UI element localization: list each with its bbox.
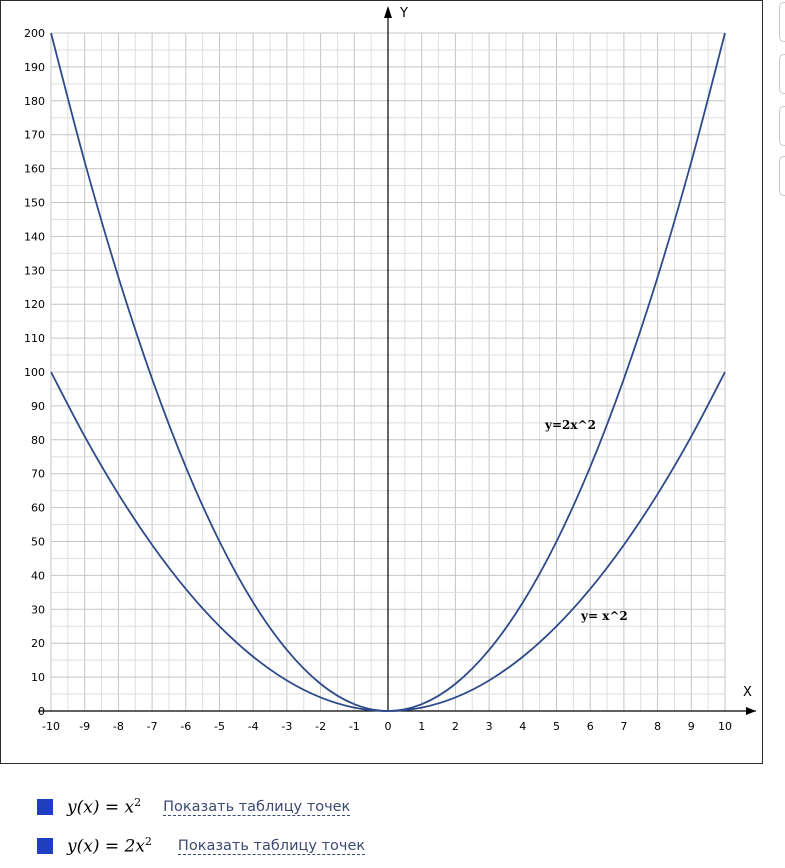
- y-tick-label: 180: [24, 95, 45, 108]
- y-tick-label: 140: [24, 230, 45, 243]
- y-tick-label: 40: [31, 569, 45, 582]
- y-tick-label: 170: [24, 129, 45, 142]
- series-line-2x2: [50, 32, 726, 712]
- function-formula: y(x) = x2: [67, 796, 142, 818]
- y-tick-label: 150: [24, 197, 45, 210]
- x-tick-label: -10: [42, 720, 60, 733]
- y-axis-arrow: [384, 6, 392, 18]
- x-tick-label: -3: [281, 720, 292, 733]
- x-tick-label: -2: [315, 720, 326, 733]
- y-tick-label: 90: [31, 400, 45, 413]
- x-tick-label: -8: [113, 720, 124, 733]
- x-tick-label: -9: [79, 720, 90, 733]
- legend-item-2x2: y(x) = 2x2 Показать таблицу точек: [37, 834, 366, 858]
- show-points-table-link[interactable]: Показать таблицу точек: [163, 798, 351, 816]
- curve-label-x2: y= x^2: [580, 609, 628, 623]
- x-tick-label: 2: [452, 720, 459, 733]
- plot-frame: [0, 0, 763, 764]
- y-tick-label: 200: [24, 27, 45, 40]
- y-tick-label: 190: [24, 61, 45, 74]
- show-points-table-link[interactable]: Показать таблицу точек: [177, 837, 366, 855]
- y-tick-label: 120: [24, 298, 45, 311]
- x-tick-label: 9: [688, 720, 695, 733]
- side-tab[interactable]: [779, 54, 785, 94]
- y-tick-label: 130: [24, 264, 45, 277]
- y-tick-label: 50: [31, 536, 45, 549]
- y-tick-label: 80: [31, 434, 45, 447]
- y-tick-label: 10: [31, 671, 45, 684]
- side-tab[interactable]: [779, 156, 785, 196]
- x-tick-label: 0: [385, 720, 392, 733]
- y-tick-label: 20: [31, 637, 45, 650]
- y-tick-label: 160: [24, 163, 45, 176]
- y-tick-label: 60: [31, 502, 45, 515]
- y-tick-label: 30: [31, 603, 45, 616]
- side-tab[interactable]: [779, 2, 785, 42]
- curve-label-2x2: y=2x^2: [544, 418, 596, 432]
- x-axis-arrow: [746, 707, 756, 715]
- x-tick-label: 5: [553, 720, 560, 733]
- x-tick-label: -6: [180, 720, 191, 733]
- y-tick-label: 70: [31, 468, 45, 481]
- x-tick-label: -5: [214, 720, 225, 733]
- x-tick-label: -1: [349, 720, 360, 733]
- x-tick-label: 10: [718, 720, 732, 733]
- side-tab[interactable]: [779, 106, 785, 146]
- grid: [50, 32, 726, 712]
- x-tick-label: -4: [248, 720, 259, 733]
- series-color-swatch: [37, 838, 53, 854]
- x-axis-label: X: [743, 685, 752, 700]
- legend-item-x2: y(x) = x2 Показать таблицу точек: [37, 795, 351, 819]
- y-tick-label: 100: [24, 366, 45, 379]
- x-tick-label: 7: [620, 720, 627, 733]
- y-tick-label: 110: [24, 332, 45, 345]
- x-tick-label: 4: [519, 720, 526, 733]
- chart: -10 -9 -8 -7 -6 -5 -4 -3 -2 -1 0 1 2 3 4 5 6 7 8 9 100102030…: [24, 6, 756, 733]
- x-tick-label: 1: [418, 720, 425, 733]
- x-tick-label: -7: [147, 720, 158, 733]
- y-axis-label: Y: [399, 6, 408, 21]
- series: [50, 32, 726, 712]
- x-tick-label: 6: [587, 720, 594, 733]
- x-tick-label: 3: [486, 720, 493, 733]
- x-tick-label: 8: [654, 720, 661, 733]
- tick-labels: -10 -9 -8 -7 -6 -5 -4 -3 -2 -1 0 1 2 3 4 5 6 7 8 9 100102030…: [24, 27, 732, 733]
- function-formula: y(x) = 2x2: [67, 835, 152, 857]
- series-color-swatch: [37, 799, 53, 815]
- y-tick-label: 0: [38, 705, 45, 718]
